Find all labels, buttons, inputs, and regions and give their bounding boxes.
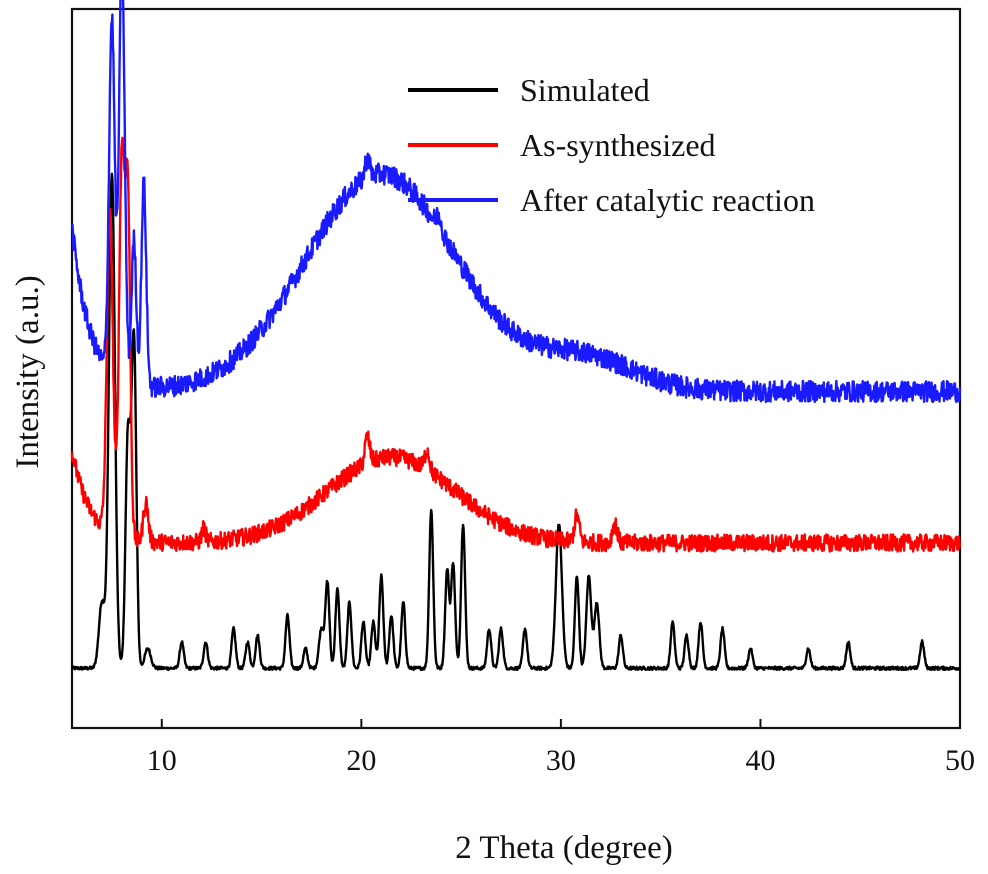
x-tick-label: 20 bbox=[346, 744, 376, 777]
x-ticks: 10 20 30 40 50 bbox=[147, 719, 975, 777]
x-tick-label: 50 bbox=[945, 744, 975, 777]
series-line-2 bbox=[70, 0, 962, 404]
legend-label: Simulated bbox=[520, 72, 650, 108]
y-axis-title: Intensity (a.u.) bbox=[10, 275, 46, 468]
series-layer bbox=[70, 0, 962, 672]
legend-label: As-synthesized bbox=[520, 127, 716, 163]
series-line-0 bbox=[70, 172, 961, 672]
x-tick-label: 30 bbox=[546, 744, 576, 777]
legend-label: After catalytic reaction bbox=[520, 182, 815, 218]
x-tick-label: 40 bbox=[745, 744, 775, 777]
series-line-1 bbox=[70, 136, 962, 553]
x-axis-title: 2 Theta (degree) bbox=[455, 830, 672, 866]
legend: Simulated As-synthesized After catalytic r… bbox=[408, 72, 815, 218]
x-tick-label: 10 bbox=[147, 744, 177, 777]
plot-frame bbox=[70, 7, 962, 730]
